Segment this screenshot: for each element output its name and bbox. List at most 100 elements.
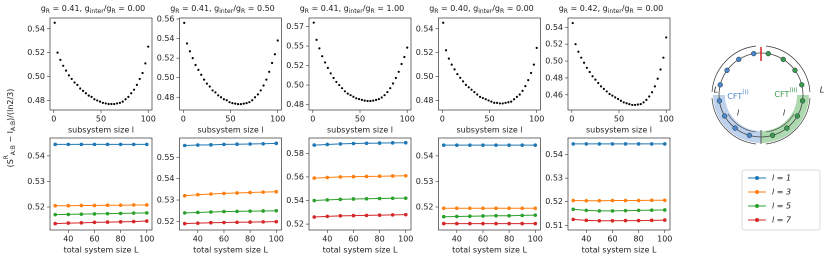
point <box>529 71 533 75</box>
x-tick-label: 60 <box>219 235 229 244</box>
point <box>124 98 127 101</box>
point <box>574 43 577 46</box>
site <box>746 132 753 139</box>
cft-right-label: CFT(II) <box>774 87 797 99</box>
arrow <box>765 113 795 133</box>
arrow <box>711 97 757 145</box>
point <box>364 213 369 218</box>
point <box>490 100 493 103</box>
point <box>665 36 668 39</box>
point <box>481 214 485 218</box>
panel-title-part: = 1.00 <box>375 4 405 13</box>
point <box>182 193 187 198</box>
y-tick-label: 0.53 <box>416 177 434 186</box>
point <box>104 102 107 105</box>
point <box>118 101 121 104</box>
x-tick-label: 100 <box>659 115 674 124</box>
point <box>66 221 71 225</box>
point <box>397 70 400 73</box>
point <box>183 21 186 24</box>
point <box>455 221 459 226</box>
point <box>527 79 530 82</box>
point <box>481 206 485 211</box>
point <box>468 214 472 218</box>
point <box>53 203 58 208</box>
point <box>53 221 58 226</box>
legend-box <box>741 169 821 231</box>
point <box>59 58 62 61</box>
point <box>130 92 133 95</box>
point <box>79 221 84 225</box>
point <box>53 212 58 217</box>
series-line <box>314 142 406 146</box>
point <box>403 196 408 200</box>
site <box>751 50 757 57</box>
point <box>329 72 332 75</box>
y-tick-label: 0.52 <box>157 217 175 226</box>
point <box>623 198 628 203</box>
site <box>799 98 806 104</box>
point <box>441 221 446 226</box>
point <box>248 220 252 224</box>
point <box>79 212 84 216</box>
point <box>131 211 136 215</box>
axes-frame <box>308 17 412 111</box>
point <box>248 190 252 195</box>
point <box>138 77 141 81</box>
point <box>118 142 123 147</box>
series-line <box>184 142 277 146</box>
x-tick-label: 40 <box>322 235 332 244</box>
y-tick-label: 0.53 <box>545 174 563 183</box>
point <box>343 90 346 93</box>
point <box>571 207 576 212</box>
point <box>481 96 484 100</box>
panel-title-part: R <box>46 8 50 15</box>
point <box>582 61 586 64</box>
axes-frame <box>179 17 282 111</box>
point <box>441 206 446 211</box>
y-tick-label: 0.48 <box>286 100 304 109</box>
point <box>92 220 97 225</box>
point <box>225 99 228 102</box>
y-tick-label: 0.54 <box>157 174 175 183</box>
point <box>196 192 200 197</box>
point <box>105 142 110 147</box>
series-line <box>184 210 277 214</box>
point <box>391 82 395 85</box>
point <box>444 49 448 52</box>
point <box>594 78 597 81</box>
length-label: l <box>737 109 740 118</box>
length-label: l <box>783 109 786 118</box>
panel-title-part: R <box>175 8 179 15</box>
point <box>234 102 237 105</box>
point <box>144 62 147 65</box>
point <box>602 87 605 90</box>
point <box>335 80 338 84</box>
point <box>623 208 628 213</box>
y-tick-label: 0.54 <box>545 150 563 159</box>
point <box>650 91 654 94</box>
point <box>584 142 589 146</box>
point <box>105 220 110 224</box>
y-tick-label: 0.48 <box>27 96 45 105</box>
point <box>478 95 482 98</box>
arrow <box>711 45 757 93</box>
point <box>135 83 138 87</box>
site <box>784 125 790 131</box>
point <box>256 93 259 96</box>
cft-left-label: CFT(I) <box>727 89 748 101</box>
x-tick-label: 50 <box>355 115 365 124</box>
point <box>326 66 329 69</box>
y-tick-label: 0.50 <box>286 81 304 90</box>
point <box>273 53 276 56</box>
point <box>520 206 524 211</box>
panel-title-part: /g <box>233 4 241 13</box>
panel-title-part: = 0.50 <box>245 4 275 13</box>
point <box>507 206 511 211</box>
x-axis-label: total system size L <box>193 246 268 255</box>
point <box>248 101 251 104</box>
x-tick-label: 80 <box>245 235 255 244</box>
point <box>584 208 589 213</box>
point <box>64 69 68 72</box>
point <box>357 97 361 101</box>
